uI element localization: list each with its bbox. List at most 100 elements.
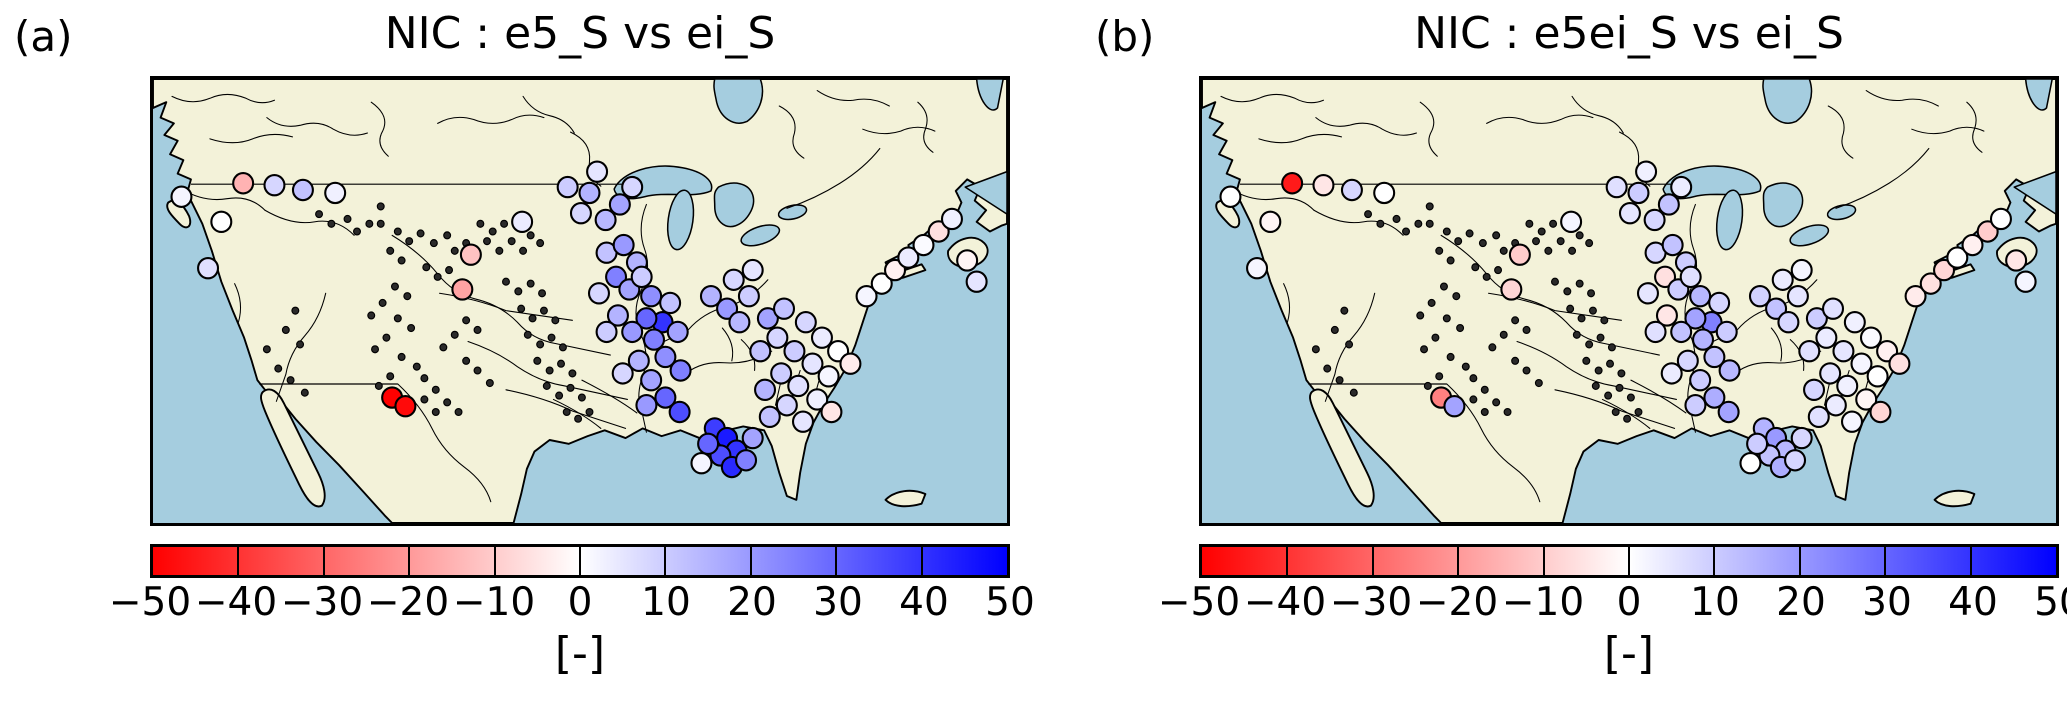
small-station-point xyxy=(291,306,300,315)
stations-layer-a xyxy=(170,160,988,479)
colorbar-tick-label: 20 xyxy=(727,580,777,625)
station-point xyxy=(1259,210,1282,234)
station-point xyxy=(1933,258,1956,282)
station-point xyxy=(690,451,713,475)
colorbar-tick-mark xyxy=(493,547,496,575)
colorbar-tick-label: 10 xyxy=(641,580,691,625)
station-point xyxy=(940,207,963,231)
small-station-point xyxy=(1492,231,1501,240)
small-station-point xyxy=(286,376,295,385)
small-station-point xyxy=(542,381,551,390)
small-station-point xyxy=(462,316,471,325)
station-point xyxy=(1824,394,1847,417)
station-point xyxy=(654,386,677,409)
small-station-point xyxy=(473,366,482,375)
small-station-point xyxy=(1425,202,1434,211)
small-station-point xyxy=(1549,219,1558,228)
colorbar-tick-label: −50 xyxy=(1157,580,1241,625)
colorbar-tick-mark xyxy=(322,547,325,575)
small-station-point xyxy=(1585,340,1594,349)
small-station-point xyxy=(1392,214,1401,224)
small-station-point xyxy=(1611,407,1620,417)
station-point xyxy=(766,326,789,349)
small-station-point xyxy=(1591,381,1600,390)
station-point xyxy=(1708,291,1731,315)
station-point xyxy=(1869,400,1892,424)
station-point xyxy=(749,339,772,363)
colorbar-tick-label: 50 xyxy=(2034,580,2067,625)
station-point xyxy=(791,410,814,433)
station-point xyxy=(1798,339,1821,363)
colorbar-ticks-b: −50−40−30−20−10 0 10 20 30 40 50 xyxy=(1158,578,2067,626)
station-point xyxy=(1508,243,1531,266)
station-point xyxy=(263,173,286,197)
station-point xyxy=(754,378,777,401)
small-station-point xyxy=(412,362,421,371)
small-station-point xyxy=(1416,311,1425,320)
station-point xyxy=(1746,432,1769,456)
station-point xyxy=(1790,426,1813,450)
station-point xyxy=(1803,378,1826,401)
station-point xyxy=(578,181,601,205)
station-point xyxy=(640,368,663,392)
small-station-point xyxy=(1617,369,1626,378)
colorbar-tick-label: −40 xyxy=(1243,580,1327,625)
colorbar-wrap-b: −50−40−30−20−10 0 10 20 30 40 50 [-] xyxy=(1158,544,2067,679)
small-station-point xyxy=(315,210,324,219)
small-station-point xyxy=(539,306,548,315)
small-station-point xyxy=(551,316,560,325)
colorbar-tick-label: −10 xyxy=(1501,580,1585,625)
station-point xyxy=(787,374,810,398)
station-point xyxy=(1717,400,1740,424)
station-point xyxy=(1605,175,1628,199)
station-point xyxy=(801,352,824,375)
station-point xyxy=(1635,160,1658,183)
small-station-point xyxy=(1454,237,1463,246)
small-station-point xyxy=(1575,279,1584,288)
colorbar-tick-label: 30 xyxy=(813,580,863,625)
small-station-point xyxy=(1420,345,1429,354)
station-point xyxy=(1676,349,1699,373)
small-station-point xyxy=(1469,374,1478,383)
small-station-point xyxy=(416,229,425,238)
station-point xyxy=(1684,307,1707,330)
small-station-point xyxy=(566,383,575,392)
small-station-point xyxy=(450,246,459,255)
unit-label-a: [-] xyxy=(554,628,606,679)
small-station-point xyxy=(1446,256,1455,265)
station-point xyxy=(643,328,666,351)
small-station-point xyxy=(397,352,406,362)
station-point xyxy=(741,426,764,450)
small-station-point xyxy=(1494,266,1503,275)
station-point xyxy=(595,320,618,344)
small-station-point xyxy=(495,246,504,255)
station-point xyxy=(1670,175,1693,199)
small-station-point xyxy=(393,314,402,323)
small-station-point xyxy=(538,289,547,298)
small-station-point xyxy=(1427,298,1436,307)
colorbar-tick-mark xyxy=(408,547,411,575)
small-station-point xyxy=(429,239,438,248)
small-station-point xyxy=(1594,366,1603,375)
small-station-point xyxy=(568,369,577,378)
small-station-point xyxy=(485,378,494,388)
station-point xyxy=(2014,270,2037,293)
station-point xyxy=(699,284,722,308)
small-station-point xyxy=(526,231,535,240)
station-point xyxy=(1219,185,1242,208)
station-point xyxy=(1644,320,1667,344)
station-point xyxy=(669,359,692,382)
station-point xyxy=(817,365,840,388)
small-station-point xyxy=(1626,393,1635,402)
small-station-point xyxy=(454,407,463,417)
small-station-point xyxy=(1465,229,1474,238)
small-station-point xyxy=(1511,356,1520,365)
station-point xyxy=(758,405,781,429)
small-station-point xyxy=(585,407,594,417)
station-point xyxy=(1246,256,1269,280)
station-point xyxy=(659,291,682,315)
colorbar-tick-mark xyxy=(1884,547,1887,575)
station-point xyxy=(1807,405,1830,429)
small-station-point xyxy=(1577,314,1586,323)
station-point xyxy=(621,320,644,344)
